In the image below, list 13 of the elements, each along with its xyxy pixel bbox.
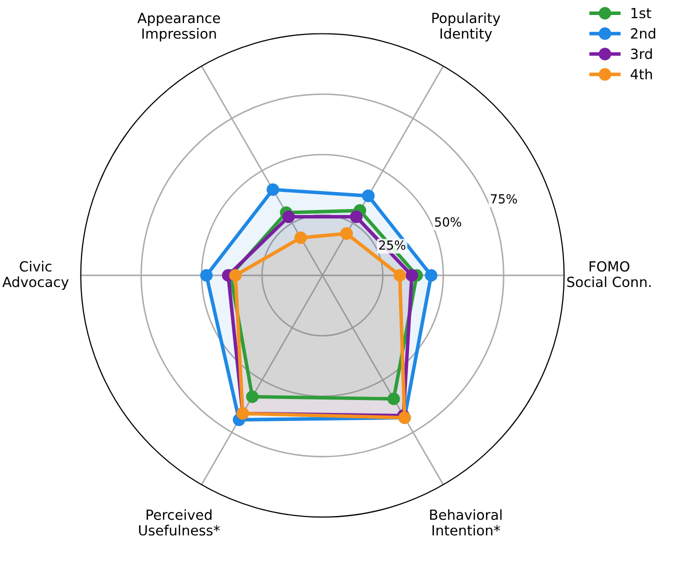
spoke-label: Popularity Identity [432, 12, 500, 42]
legend-label: 4th [630, 68, 652, 80]
spoke-label: Appearance Impression [137, 12, 220, 42]
y-tick-label: 50% [435, 217, 462, 227]
y-tick-label: 25% [379, 240, 406, 250]
legend-label: 3rd [631, 48, 652, 60]
spoke-label: FOMO Social Conn. [567, 261, 651, 288]
legend-label: 1st [631, 8, 652, 18]
y-tick-label: 75% [490, 194, 517, 204]
spoke-label: Perceived Usefulness* [139, 509, 220, 536]
spoke-label: Behavioral Intention* [430, 509, 502, 536]
legend-label: 2nd [630, 28, 656, 39]
spoke-label: Civic Advocacy [2, 260, 69, 290]
